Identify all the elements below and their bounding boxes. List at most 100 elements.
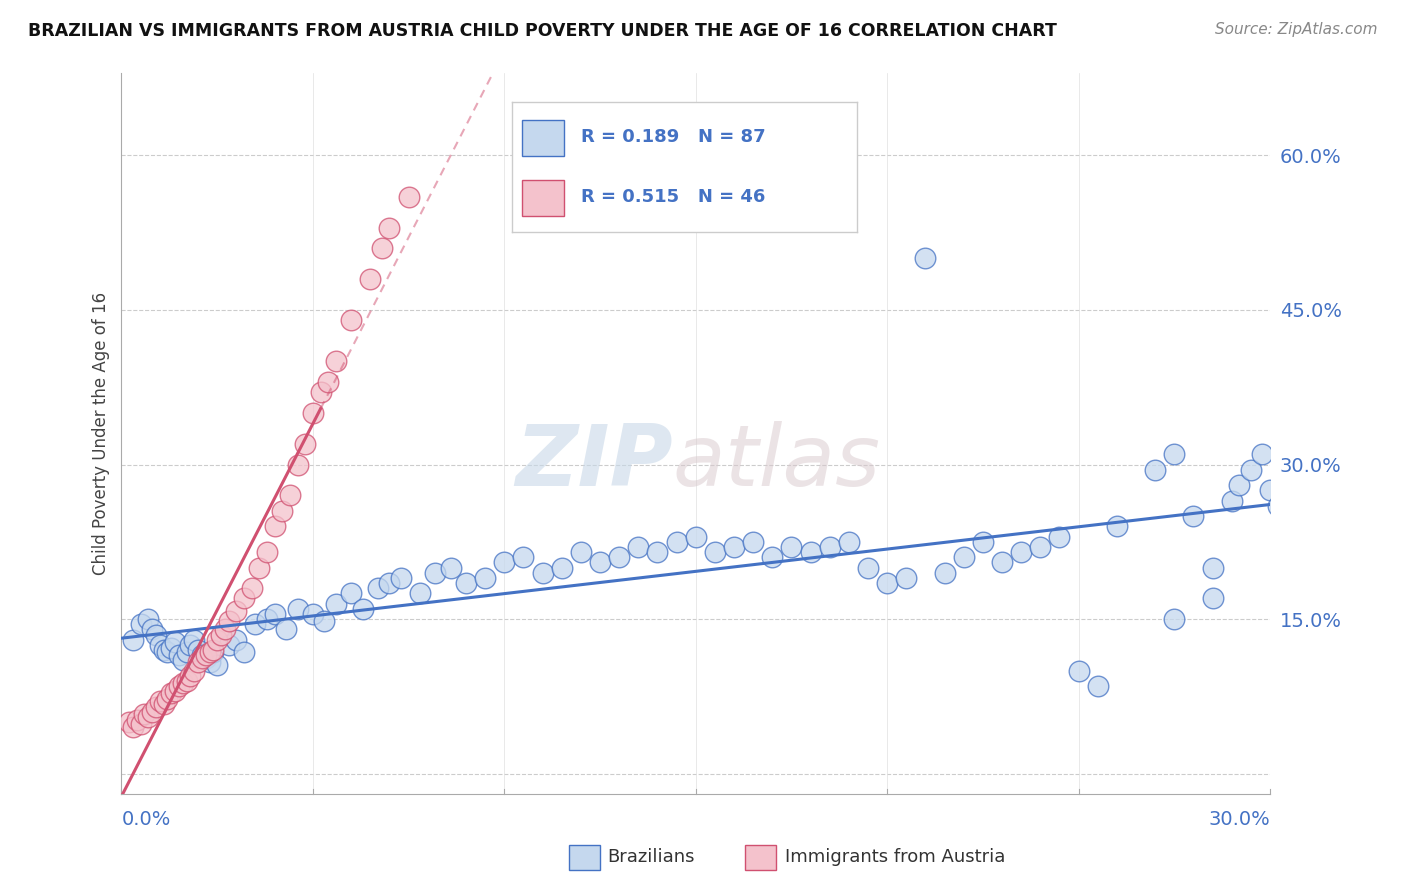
Point [389, 571, 412, 585]
Point [569, 545, 592, 559]
Point [1087, 679, 1109, 693]
Point [359, 272, 381, 286]
Point [256, 612, 278, 626]
Point [218, 614, 240, 628]
Point [141, 623, 163, 637]
Point [218, 638, 240, 652]
Point [136, 612, 159, 626]
Point [1182, 509, 1205, 524]
Point [136, 710, 159, 724]
Text: 30.0%: 30.0% [1208, 810, 1270, 829]
Point [531, 566, 554, 580]
Text: 0.0%: 0.0% [121, 810, 170, 829]
Point [512, 550, 534, 565]
Point [179, 669, 201, 683]
Point [494, 555, 516, 569]
Point [152, 643, 174, 657]
Point [589, 555, 612, 569]
Point [425, 566, 447, 580]
Point [202, 643, 225, 657]
Point [742, 534, 765, 549]
Point [474, 571, 496, 585]
Point [876, 576, 898, 591]
Point [179, 638, 201, 652]
Point [1067, 664, 1090, 678]
Point [325, 354, 347, 368]
Text: Immigrants from Austria: Immigrants from Austria [785, 848, 1005, 866]
Point [163, 634, 186, 648]
Point [183, 632, 205, 647]
Point [367, 581, 389, 595]
Point [149, 638, 172, 652]
Point [1105, 519, 1128, 533]
Point [209, 627, 232, 641]
Point [129, 617, 152, 632]
Point [125, 713, 148, 727]
Text: Brazilians: Brazilians [607, 848, 695, 866]
Text: atlas: atlas [673, 421, 880, 504]
Point [409, 586, 432, 600]
Point [118, 715, 141, 730]
Point [1049, 530, 1071, 544]
Point [263, 519, 285, 533]
Text: BRAZILIAN VS IMMIGRANTS FROM AUSTRIA CHILD POVERTY UNDER THE AGE OF 16 CORRELATI: BRAZILIAN VS IMMIGRANTS FROM AUSTRIA CHI… [28, 22, 1057, 40]
Point [723, 540, 745, 554]
Point [198, 645, 221, 659]
Point [294, 437, 316, 451]
Point [340, 586, 363, 600]
Point [551, 560, 574, 574]
Point [1251, 447, 1274, 461]
Point [122, 720, 145, 734]
Point [187, 643, 209, 657]
Point [914, 252, 936, 266]
Point [302, 406, 325, 420]
Point [1144, 463, 1167, 477]
Point [205, 658, 228, 673]
Point [194, 651, 217, 665]
Point [1229, 478, 1251, 492]
Point [152, 697, 174, 711]
Point [160, 686, 183, 700]
Point [1010, 545, 1032, 559]
Point [398, 189, 420, 203]
Point [371, 241, 394, 255]
Point [972, 534, 994, 549]
Point [325, 597, 347, 611]
Point [187, 656, 209, 670]
Point [818, 540, 841, 554]
Point [263, 607, 285, 621]
Point [378, 220, 401, 235]
Point [991, 555, 1014, 569]
Point [1220, 493, 1243, 508]
Point [176, 645, 198, 659]
Point [156, 692, 179, 706]
Text: Source: ZipAtlas.com: Source: ZipAtlas.com [1215, 22, 1378, 37]
Point [176, 673, 198, 688]
Point [214, 623, 236, 637]
Point [1258, 483, 1281, 498]
Point [122, 632, 145, 647]
Point [167, 679, 190, 693]
Point [378, 576, 401, 591]
Point [202, 645, 225, 659]
Y-axis label: Child Poverty Under the Age of 16: Child Poverty Under the Age of 16 [93, 292, 110, 575]
Point [160, 640, 183, 655]
Point [934, 566, 956, 580]
Point [761, 550, 783, 565]
Point [352, 601, 374, 615]
Point [145, 699, 167, 714]
Point [233, 591, 256, 606]
Point [194, 648, 217, 662]
Text: ZIP: ZIP [515, 421, 673, 504]
Point [274, 623, 297, 637]
Point [183, 664, 205, 678]
Point [1163, 447, 1185, 461]
Point [1029, 540, 1052, 554]
Point [191, 648, 214, 662]
Point [225, 632, 247, 647]
Point [156, 645, 179, 659]
Point [172, 676, 194, 690]
Point [129, 717, 152, 731]
Point [665, 534, 688, 549]
Point [271, 504, 294, 518]
